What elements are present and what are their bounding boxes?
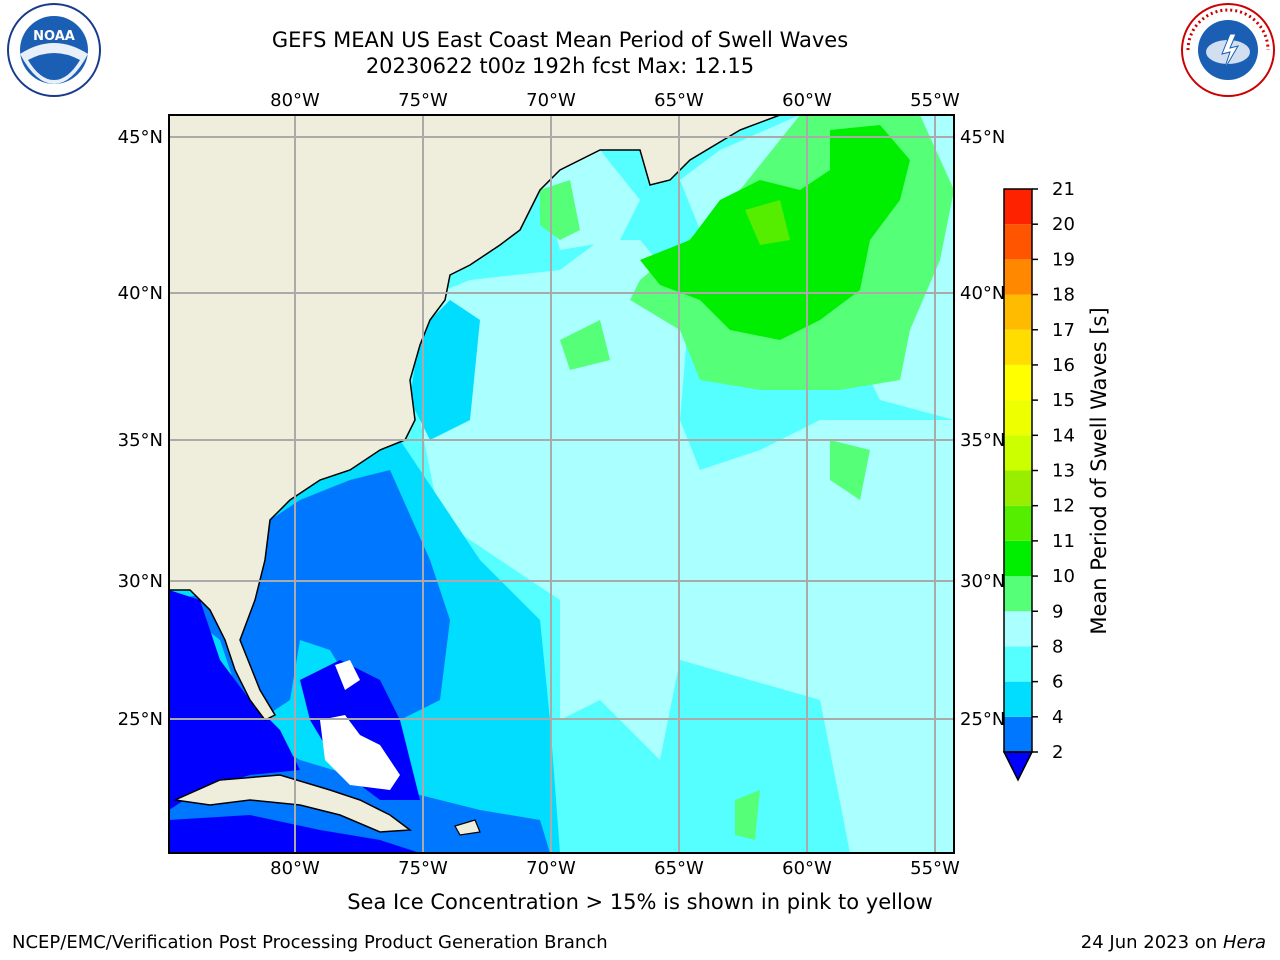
credit-line: NCEP/EMC/Verification Post Processing Pr… (12, 932, 608, 953)
lat-label-left: 40°N (118, 283, 163, 304)
land-hispaniola (454, 819, 481, 836)
date-stamp-text: 24 Jun 2023 on (1080, 932, 1223, 953)
lat-label-right: 35°N (960, 430, 1005, 451)
lon-label-bottom: 55°W (910, 858, 960, 879)
colorbar-tick-label: 11 (1052, 531, 1075, 552)
lon-label-top: 75°W (398, 90, 448, 111)
colorbar-tick-label: 9 (1052, 601, 1063, 622)
colorbar-segment (1004, 189, 1032, 225)
graticule (169, 115, 954, 853)
map-title: GEFS MEAN US East Coast Mean Period of S… (271, 28, 849, 52)
map-frame (168, 114, 955, 854)
colorbar-tick-label: 12 (1052, 496, 1075, 517)
lat-label-right: 45°N (960, 127, 1005, 148)
colorbar-tick-label: 6 (1052, 672, 1063, 693)
colorbar-tick-label: 17 (1052, 320, 1075, 341)
sea-ice-caption: Sea Ice Concentration > 15% is shown in … (347, 890, 933, 914)
lon-label-top: 80°W (270, 90, 320, 111)
lon-label-top: 60°W (782, 90, 832, 111)
colorbar-segment (1004, 470, 1032, 506)
lat-label-right: 25°N (960, 709, 1005, 730)
lon-label-bottom: 75°W (398, 858, 448, 879)
land-cuba (172, 774, 413, 833)
lat-label-left: 30°N (118, 571, 163, 592)
lat-label-right: 30°N (960, 571, 1005, 592)
colorbar-tick-label: 15 (1052, 390, 1075, 411)
colorbar-segment (1004, 364, 1032, 401)
colorbar-segment (1004, 540, 1032, 577)
colorbar-segment (1004, 646, 1032, 682)
colorbar-tick-label: 16 (1052, 355, 1075, 376)
noaa-logo-text: NOAA (33, 29, 75, 44)
colorbar-tick-label: 18 (1052, 285, 1075, 306)
colorbar-tick-label: 8 (1052, 636, 1063, 657)
colorbar-tick-label: 20 (1052, 214, 1075, 235)
lon-label-top: 55°W (910, 90, 960, 111)
colorbar-tick-label: 21 (1052, 179, 1075, 200)
colorbar-segment (1004, 576, 1032, 612)
date-stamp: 24 Jun 2023 on Hera (1081, 932, 1266, 953)
colorbar-segment (1004, 435, 1032, 471)
colorbar-segment (1004, 294, 1032, 330)
lon-label-bottom: 65°W (654, 858, 704, 879)
lat-label-right: 40°N (960, 283, 1005, 304)
colorbar-segment (1004, 259, 1032, 295)
lat-label-left: 45°N (118, 127, 163, 148)
noaa-logo: NOAA (7, 3, 101, 97)
lon-label-bottom: 60°W (782, 858, 832, 879)
colorbar-segment (1004, 329, 1032, 365)
lon-label-bottom: 70°W (526, 858, 576, 879)
map-subtitle: 20230622 t00z 192h fcst Max: 12.15 (365, 54, 755, 78)
lat-label-left: 25°N (118, 709, 163, 730)
lon-label-top: 70°W (526, 90, 576, 111)
colorbar: 2 4 6 8 9 10 11 12 13 14 15 16 17 18 19 20 21 (1002, 179, 1075, 782)
map-area (169, 115, 954, 853)
colorbar-segment (1004, 400, 1032, 436)
lon-label-bottom: 80°W (270, 858, 320, 879)
land-us-east (169, 115, 781, 721)
colorbar-segment (1004, 224, 1032, 260)
colorbar-tick-label: 14 (1052, 425, 1075, 446)
colorbar-tick-label: 13 (1052, 461, 1075, 482)
colorbar-tick-label: 10 (1052, 566, 1075, 587)
colorbar-segment (1004, 716, 1032, 752)
colorbar-tick-label: 4 (1052, 707, 1063, 728)
colorbar-tick-label: 19 (1052, 249, 1075, 270)
machine-name: Hera (1222, 932, 1266, 953)
colorbar-segment (1004, 505, 1032, 541)
colorbar-under-arrow (1002, 751, 1034, 782)
colorbar-label: Mean Period of Swell Waves [s] (1087, 307, 1111, 634)
colorbar-segment (1004, 681, 1032, 717)
colorbar-segment (1004, 611, 1032, 647)
lat-label-left: 35°N (118, 430, 163, 451)
nws-logo (1181, 3, 1275, 97)
colorbar-tick-label: 2 (1052, 742, 1063, 763)
lon-label-top: 65°W (654, 90, 704, 111)
